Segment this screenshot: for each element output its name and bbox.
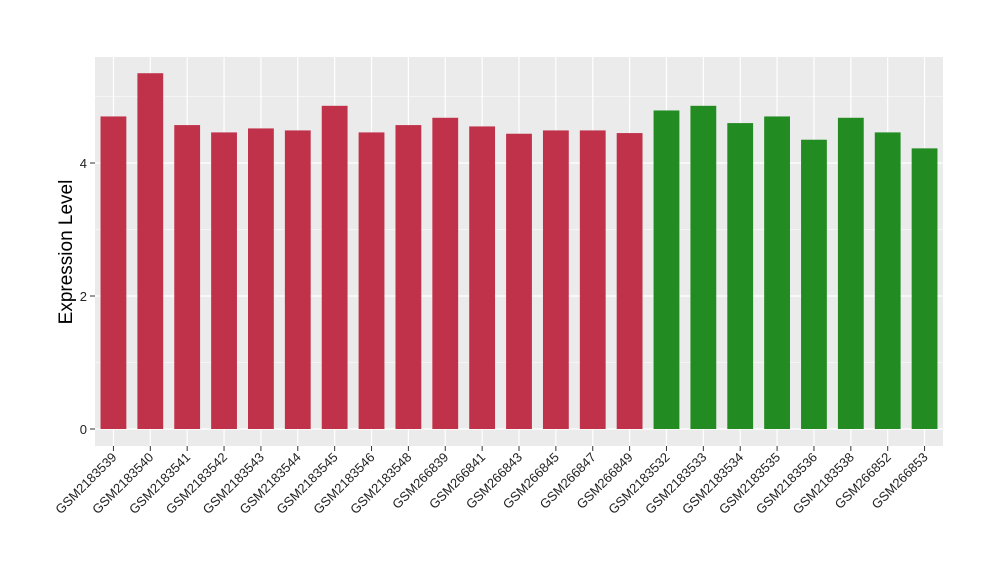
y-tick-label: 0 bbox=[80, 422, 87, 437]
bar-gsm2183543 bbox=[248, 128, 274, 430]
bar-gsm2183548 bbox=[395, 125, 422, 429]
bar-gsm2183545 bbox=[321, 105, 348, 429]
bar-gsm2183538 bbox=[837, 117, 864, 429]
bar-gsm266847 bbox=[579, 130, 606, 430]
bar-gsm2183544 bbox=[284, 130, 311, 430]
bars bbox=[100, 73, 938, 430]
bar-gsm2183535 bbox=[764, 116, 790, 429]
x-axis: GSM2183539GSM2183540GSM2183541GSM2183542… bbox=[52, 446, 931, 517]
bar-gsm2183534 bbox=[727, 123, 754, 429]
bar-gsm2183533 bbox=[690, 105, 717, 429]
bar-gsm266845 bbox=[542, 130, 569, 430]
y-axis: 0 2 4 bbox=[80, 156, 95, 437]
bar-gsm266853 bbox=[911, 148, 938, 429]
bar-gsm2183540 bbox=[137, 73, 164, 429]
bar-gsm2183539 bbox=[100, 116, 127, 429]
y-axis-label: Expression Level bbox=[56, 180, 77, 325]
bar-gsm2183536 bbox=[801, 139, 827, 429]
bar-gsm266839 bbox=[432, 117, 459, 429]
bar-gsm2183542 bbox=[211, 132, 237, 429]
bar-gsm2183532 bbox=[653, 110, 680, 429]
bar-gsm266852 bbox=[874, 132, 901, 429]
bar-gsm266843 bbox=[506, 133, 532, 430]
y-tick-label: 2 bbox=[80, 289, 87, 304]
bar-gsm2183546 bbox=[358, 132, 385, 429]
bar-gsm266849 bbox=[616, 133, 643, 429]
bar-gsm266841 bbox=[469, 126, 496, 430]
y-tick-label: 4 bbox=[80, 156, 87, 171]
bar-gsm2183541 bbox=[174, 125, 201, 429]
